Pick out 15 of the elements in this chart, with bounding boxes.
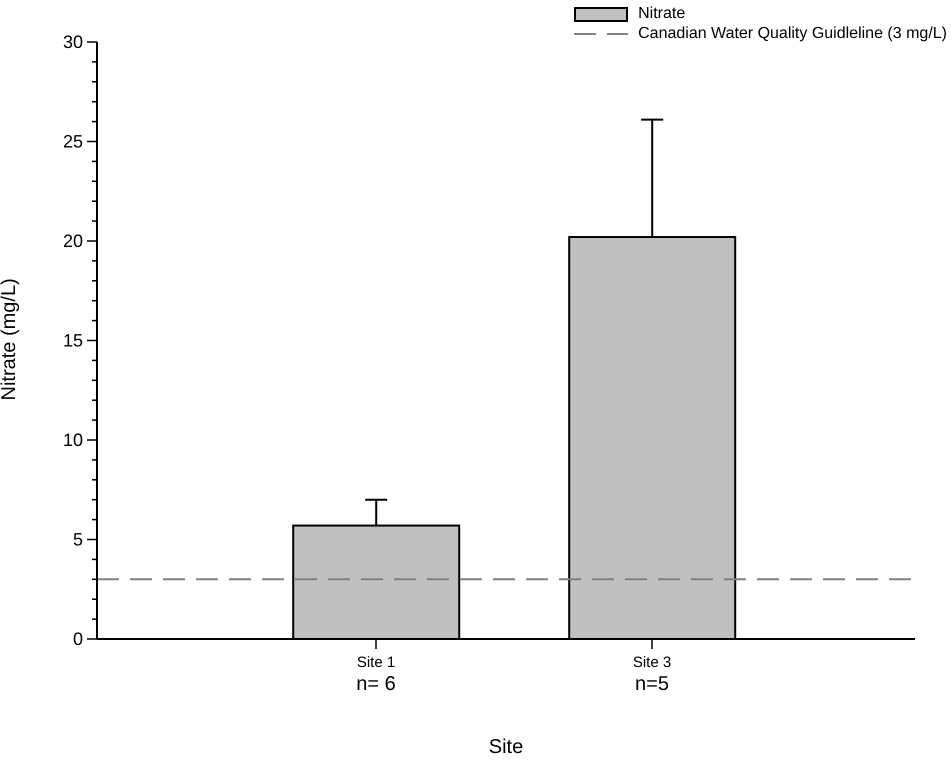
y-tick-label: 0 (72, 629, 83, 649)
y-tick-label: 25 (62, 132, 83, 152)
y-tick-label: 5 (72, 530, 83, 550)
legend-label: Canadian Water Quality Guidleline (3 mg/L) (638, 24, 947, 44)
text: n= 6 (356, 673, 396, 695)
x-axis-title: Site (488, 736, 524, 758)
y-axis-title: Nitrate (mg/L) (0, 278, 20, 400)
x-tick-label: Site 1 (356, 654, 396, 671)
x-tick-label: Site 3 (632, 654, 672, 671)
y-tick-label: 30 (62, 32, 83, 52)
text: n=5 (635, 673, 669, 695)
y-tick-label: 10 (62, 430, 83, 450)
legend-label: Nitrate (638, 4, 686, 24)
y-tick-label: 15 (62, 330, 83, 350)
y-tick-label: 20 (62, 231, 83, 251)
